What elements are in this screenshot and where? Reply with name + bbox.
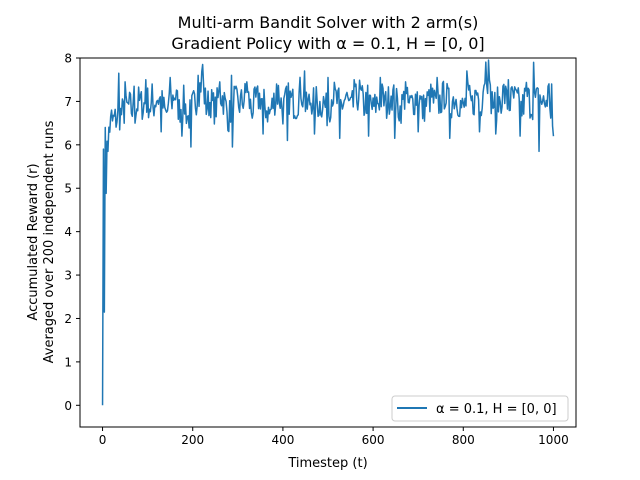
y-axis-label-secondary: Averaged over 200 independent runs [42,120,57,363]
plot-area: 0 200 400 600 800 1000 0 1 2 3 4 5 6 7 8 [64,52,577,447]
y-tick-label: 5 [64,182,72,196]
y-tick-label: 3 [64,269,72,283]
chart-title: Multi-arm Bandit Solver with 2 arm(s) [178,13,479,32]
x-tick-label: 800 [452,433,475,447]
x-tick-label: 400 [271,433,294,447]
legend: α = 0.1, H = [0, 0] [391,395,569,422]
y-tick-label: 0 [64,399,72,413]
x-tick-label: 200 [181,433,204,447]
y-tick-label: 2 [64,312,72,326]
y-axis-label: Accumulated Reward (r) [26,163,41,320]
legend-box [391,395,569,422]
y-tick-label: 6 [64,138,72,152]
x-axis-label: Timestep (t) [287,456,367,471]
y-tick-label: 1 [64,355,72,369]
y-tick-label: 7 [64,95,72,109]
y-tick-label: 4 [64,225,72,239]
series-line [101,59,555,406]
x-tick-label: 1000 [538,433,569,447]
axes-frame [79,57,577,428]
x-tick-label: 600 [362,433,385,447]
y-tick-label: 8 [64,52,72,66]
chart-subtitle: Gradient Policy with α = 0.1, H = [0, 0] [171,34,484,53]
x-tick-label: 0 [99,433,107,447]
legend-entry-label: α = 0.1, H = [0, 0] [436,402,557,417]
